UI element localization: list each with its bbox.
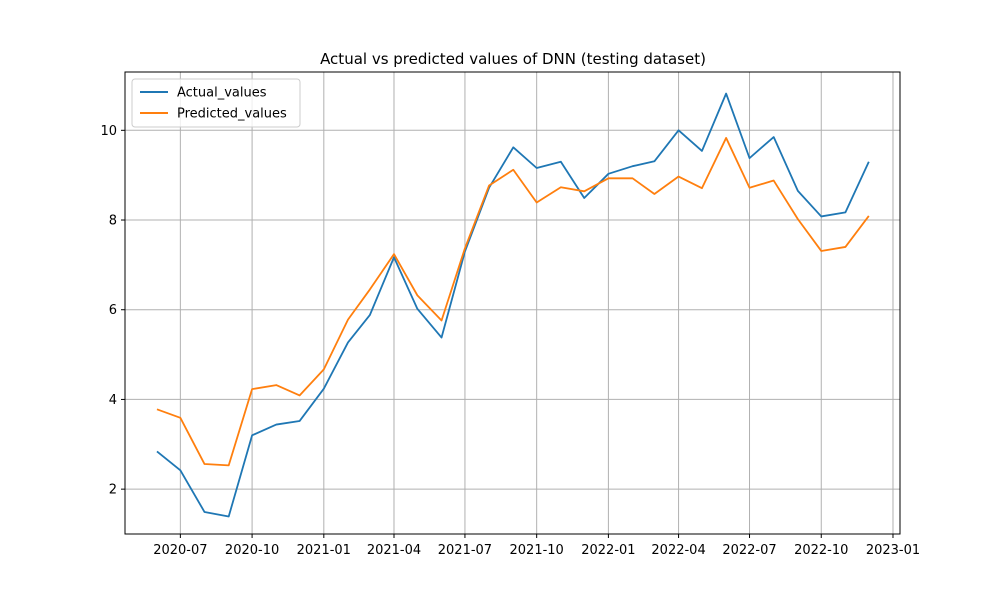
y-tick-label: 6 — [109, 303, 117, 318]
y-tick-label: 8 — [109, 214, 117, 229]
grid — [125, 72, 900, 534]
x-tick-label: 2022-01 — [581, 543, 635, 558]
y-axis: 2 4 6 8 10 — [100, 124, 125, 498]
legend: Actual_values Predicted_values — [131, 78, 301, 128]
x-tick-label: 2022-10 — [794, 543, 848, 558]
x-tick-label: 2021-04 — [367, 543, 421, 558]
legend-box — [131, 78, 301, 128]
series-line-predicted — [156, 137, 870, 467]
y-tick-label: 4 — [109, 393, 117, 408]
x-tick-label: 2021-07 — [438, 543, 492, 558]
x-tick-label: 2020-10 — [225, 543, 279, 558]
x-tick-label: 2023-01 — [866, 543, 920, 558]
y-tick-label: 10 — [100, 124, 117, 139]
series-layer — [156, 92, 870, 518]
series-line-actual — [156, 92, 870, 518]
x-tick-label: 2021-01 — [297, 543, 351, 558]
x-tick-label: 2022-04 — [651, 543, 705, 558]
x-tick-label: 2021-10 — [510, 543, 564, 558]
chart-title: Actual vs predicted values of DNN (testi… — [320, 50, 706, 68]
y-tick-label: 2 — [109, 483, 117, 498]
x-tick-label: 2022-07 — [722, 543, 776, 558]
x-axis: 2020-07 2020-10 2021-01 2021-04 2021-07 2021-… — [153, 534, 920, 558]
plot-frame — [124, 71, 901, 535]
legend-label-actual: Actual_values — [177, 86, 267, 101]
x-tick-label: 2020-07 — [153, 543, 207, 558]
legend-label-predicted: Predicted_values — [177, 107, 287, 122]
